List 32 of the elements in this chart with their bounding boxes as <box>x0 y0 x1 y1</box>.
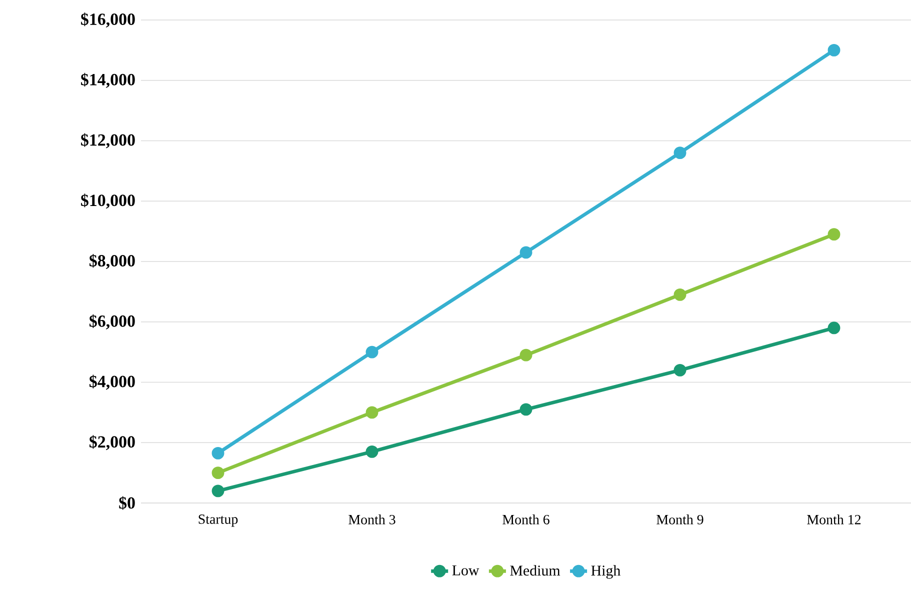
y-tick-label: $10,000 <box>81 194 135 209</box>
x-tick-label: Month 12 <box>807 514 861 524</box>
point <box>828 228 840 241</box>
y-tick-label: $4,000 <box>90 374 135 390</box>
y-tick-label: $2,000 <box>90 435 135 450</box>
point <box>212 446 224 460</box>
x-tick-label: Month 3 <box>348 514 396 524</box>
point <box>520 403 532 416</box>
y-tick-label: $16,000 <box>81 12 135 28</box>
point <box>674 146 686 160</box>
point <box>520 348 532 362</box>
x-tick-label: Month 9 <box>656 514 704 524</box>
point <box>366 346 378 358</box>
point <box>212 466 224 480</box>
x-tick-label: Startup <box>198 514 238 527</box>
y-tick-label: $6,000 <box>90 314 135 330</box>
point <box>520 246 532 259</box>
point <box>212 484 224 498</box>
legend-label: Medium <box>510 565 560 576</box>
point <box>366 445 378 458</box>
x-tick-label: Month 6 <box>502 514 550 524</box>
y-tick-label: $14,000 <box>81 72 135 88</box>
point <box>366 406 378 419</box>
point <box>828 322 840 334</box>
y-tick-label: $0 <box>119 496 135 510</box>
y-tick-label: $8,000 <box>90 254 135 269</box>
point <box>674 288 686 301</box>
point <box>828 44 840 56</box>
point <box>674 364 686 376</box>
legend-label: High <box>591 565 620 579</box>
y-tick-label: $12,000 <box>81 133 135 148</box>
legend-label: Low <box>452 565 480 576</box>
